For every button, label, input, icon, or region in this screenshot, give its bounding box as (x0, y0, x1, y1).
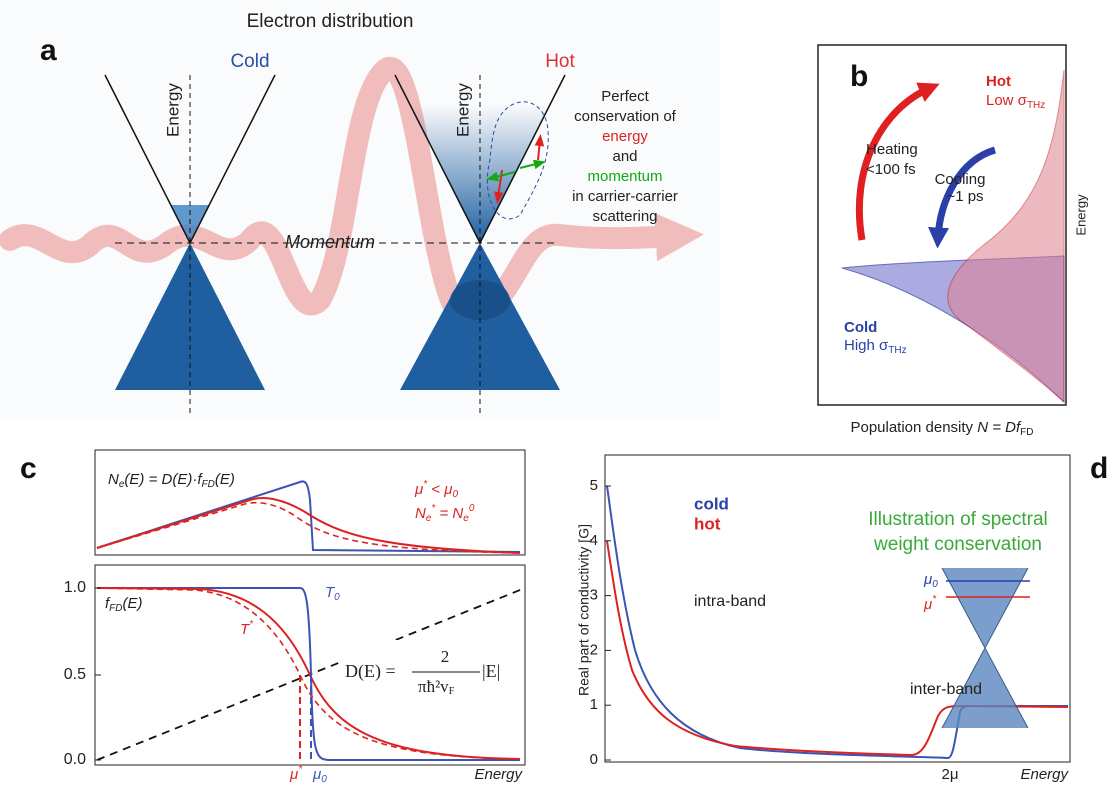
text: |E| (482, 661, 500, 681)
axis-label: Real part of conductivity [G] (576, 524, 592, 696)
note-line: conservation of (574, 108, 677, 125)
x-tick-label: 2μ (942, 766, 959, 783)
cooling: ~1 ps (946, 188, 983, 205)
text: FD (202, 479, 215, 490)
text: N (108, 471, 119, 488)
mu-relation: μ* < μ0 (414, 479, 458, 500)
text: μ (414, 481, 423, 498)
cold-label: Cold (230, 51, 269, 72)
axis-label: Energy (474, 766, 523, 783)
legend-cold: cold (694, 494, 729, 513)
text: Low σ (986, 92, 1028, 109)
y-tick-label: 4 (590, 532, 598, 549)
t0: T0 (325, 584, 340, 603)
text: Population density (850, 419, 977, 436)
y-tick-label: 0 (590, 751, 598, 768)
inset-mu0: μ0 (923, 571, 938, 590)
hot-label: Hot (986, 73, 1011, 90)
legend-hot: hot (694, 514, 721, 533)
figure: a Electron distribution Cold Hot Energy … (0, 0, 1119, 786)
y-tick-label: 0.5 (64, 666, 86, 683)
dos-formula: D(E) = 2 πħ²vF |E| (342, 640, 522, 705)
annotation: weight conservation (873, 534, 1042, 555)
y-tick-label: 1.0 (64, 579, 86, 596)
text: 0 (932, 579, 938, 590)
text: μ (923, 571, 932, 588)
text: THz (1027, 100, 1045, 111)
text: (E) (215, 471, 235, 488)
text: 2 (441, 647, 450, 666)
annotation: inter-band (910, 681, 982, 698)
mu-0: μ0 (312, 766, 327, 785)
axis-label: Energy (163, 83, 182, 137)
text: * (932, 594, 937, 605)
mu-star: μ* (289, 764, 303, 783)
title: Electron distribution (247, 11, 414, 32)
text: N = Df (977, 419, 1022, 436)
axis-label: Energy (1020, 766, 1069, 783)
note-line: in carrier-carrier (572, 188, 678, 205)
n-relation: Ne* = Ne0 (415, 503, 475, 524)
text: 0 (469, 503, 475, 514)
note-line: and (612, 148, 637, 165)
panel-label: b (850, 60, 868, 93)
text: (E) = D(E)·f (124, 471, 203, 488)
annotation: Illustration of spectral (868, 509, 1048, 530)
text: THz (888, 345, 906, 356)
y-tick-label: 1 (590, 696, 598, 713)
y-ticks: 5 4 3 2 1 0 (590, 477, 611, 768)
text: (E) (123, 595, 143, 612)
text: < μ (427, 481, 452, 498)
panel-b: b Hot Low σTHz Heating <100 fs Cooling ~… (818, 45, 1088, 438)
panel-label: c (20, 452, 37, 485)
text: 0 (452, 489, 458, 500)
y-tick-label: 3 (590, 587, 598, 604)
text: F (449, 686, 455, 697)
y-tick-label: 2 (590, 641, 598, 658)
heating: <100 fs (866, 161, 916, 178)
cone-fill (942, 568, 1028, 648)
text: e (426, 513, 432, 524)
text: N (415, 505, 426, 522)
cooling: Cooling (935, 171, 986, 188)
text: 0 (334, 592, 340, 603)
inset-mustar: μ* (923, 594, 937, 613)
text: μ (312, 766, 321, 783)
panel-label: a (40, 34, 57, 67)
text: μ (289, 766, 298, 783)
text: πħ²v (418, 677, 449, 696)
text: e (463, 513, 469, 524)
note-line: Perfect (601, 88, 649, 105)
text: High σ (844, 337, 889, 354)
text: D(E) = (345, 661, 396, 682)
text: μ (923, 596, 932, 613)
hot-label: Hot (545, 51, 575, 72)
panel-label: d (1090, 452, 1108, 485)
note-line: scattering (592, 208, 657, 225)
inset-cone (942, 568, 1030, 728)
text: = N (435, 505, 463, 522)
panel-c: c Ne(E) = D(E)·fFD(E) μ* < μ0 Ne* = Ne0 … (20, 450, 525, 785)
text: 0 (321, 774, 327, 785)
f-label: fFD(E) (105, 595, 143, 614)
y-tick-label: 5 (590, 477, 598, 494)
annotation: intra-band (694, 593, 766, 610)
axis-label: Energy (1073, 194, 1088, 236)
axis-label: Momentum (285, 232, 375, 252)
text: FD (1020, 427, 1033, 438)
heating: Heating (866, 141, 918, 158)
panel-a: a Electron distribution Cold Hot Energy … (0, 0, 720, 420)
panel-d: d Real part of conductivity [G] 5 4 3 2 1 0 c… (576, 452, 1109, 783)
text: FD (109, 603, 122, 614)
note-line: momentum (587, 168, 662, 185)
cold-label: Cold (844, 319, 877, 336)
note-line: energy (602, 128, 648, 145)
tstar: T* (240, 619, 254, 638)
y-tick-label: 0.0 (64, 751, 86, 768)
axis-label: Energy (453, 83, 472, 137)
axis-label: Population density N = DfFD (850, 419, 1033, 438)
formula: Ne(E) = D(E)·fFD(E) (108, 471, 235, 490)
text: * (249, 619, 254, 630)
